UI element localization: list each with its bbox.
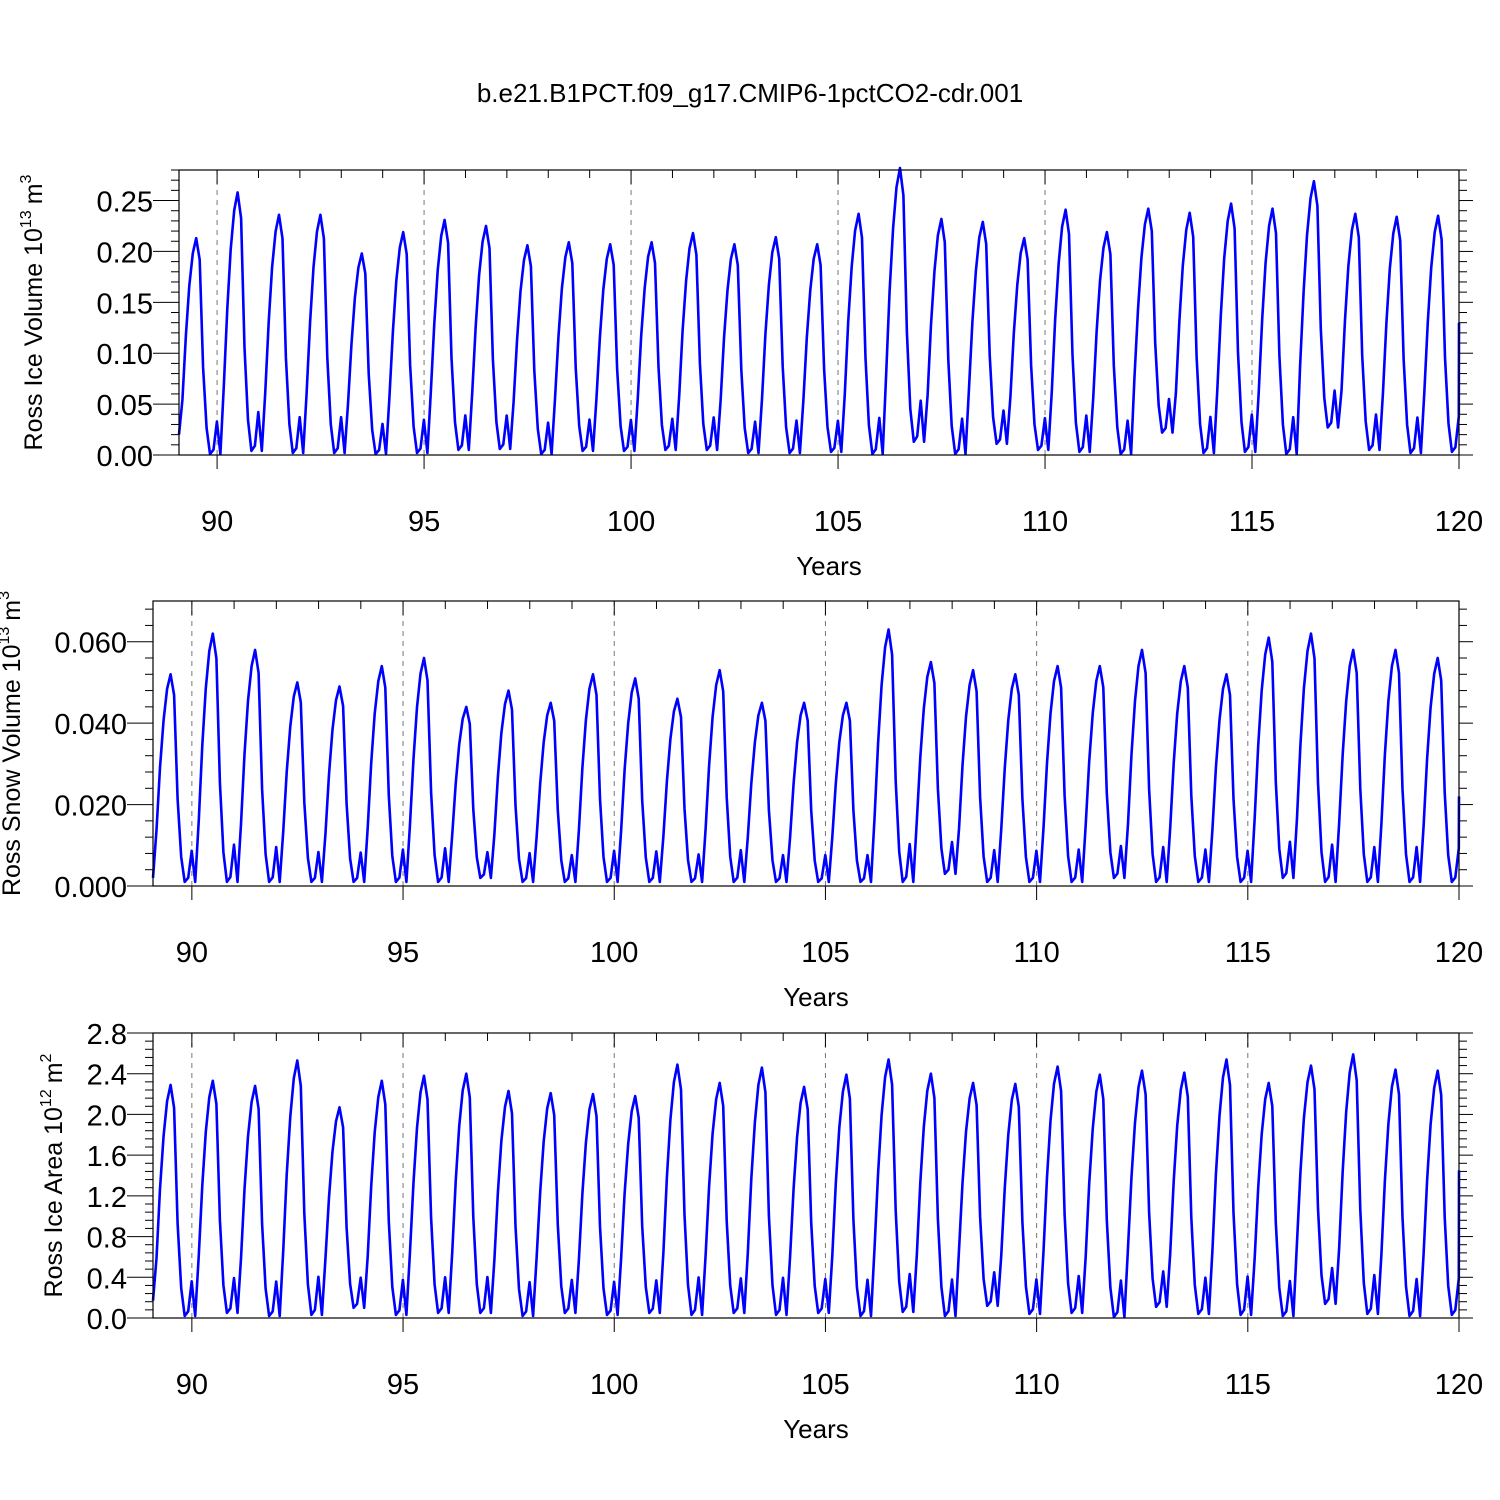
x-tick-label: 90 — [176, 1369, 208, 1401]
y-axis-label: Ross Ice Area 1012m2 — [38, 1053, 68, 1297]
x-axis-label: Years — [783, 1414, 849, 1444]
y-tick-label: 0.040 — [54, 709, 127, 741]
y-tick-label: 0.8 — [87, 1223, 127, 1255]
x-tick-label: 95 — [387, 1369, 419, 1401]
y-tick-label: 0.15 — [97, 288, 153, 320]
y-tick-label: 2.0 — [87, 1100, 127, 1132]
y-tick-label: 0.060 — [54, 628, 127, 660]
x-tick-label: 110 — [1014, 937, 1060, 969]
plot-frame — [152, 1032, 1460, 1319]
y-tick-label: 2.4 — [87, 1060, 127, 1092]
panel-snow-volume: 90 95 100 105 110 115 120 Years 0.000 0.020 0.040 0… — [0, 591, 1483, 1012]
x-tick-label: 100 — [607, 506, 655, 538]
x-tick-label: 115 — [1225, 1369, 1271, 1401]
y-axis-label: Ross Ice Volume 1013m3 — [18, 174, 48, 450]
y-tick-label: 0.00 — [97, 441, 153, 473]
x-tick-label: 115 — [1229, 506, 1275, 538]
y-tick-label: 2.8 — [87, 1019, 127, 1051]
series-line — [151, 1053, 1461, 1319]
x-tick-label: 110 — [1014, 1369, 1060, 1401]
x-axis-label: Years — [796, 551, 862, 581]
y-tick-label: 0.000 — [54, 872, 127, 904]
x-tick-label: 100 — [590, 1369, 638, 1401]
panel-ice-volume: 90 95 100 105 110 115 120 Years 0.00 0.05 0.10 0.15… — [18, 166, 1483, 581]
x-axis-label: Years — [783, 982, 849, 1012]
y-tick-label: 1.2 — [87, 1182, 127, 1214]
x-tick-label: 90 — [176, 937, 208, 969]
x-tick-label: 105 — [801, 937, 849, 969]
x-tick-label: 120 — [1435, 506, 1483, 538]
y-tick-label: 0.0 — [87, 1304, 127, 1336]
y-tick-label: 0.10 — [97, 339, 153, 371]
y-tick-label: 0.25 — [97, 187, 153, 219]
y-tick-label: 0.20 — [97, 237, 153, 269]
x-tick-label: 105 — [814, 506, 862, 538]
series-line — [151, 628, 1461, 884]
y-tick-label: 0.05 — [97, 390, 153, 422]
series-line — [177, 166, 1461, 456]
x-tick-label: 95 — [408, 506, 440, 538]
x-tick-label: 90 — [201, 506, 233, 538]
x-tick-label: 110 — [1022, 506, 1068, 538]
panel-ice-area: 90 95 100 105 110 115 120 Years 0.0 0.4 0.8 1.2 1.6 2… — [38, 1019, 1483, 1444]
y-tick-label: 0.4 — [87, 1263, 127, 1295]
plot-frame — [152, 600, 1460, 887]
y-tick-label: 1.6 — [87, 1141, 127, 1173]
x-tick-label: 120 — [1435, 937, 1483, 969]
y-tick-label: 0.020 — [54, 791, 127, 823]
x-tick-label: 115 — [1225, 937, 1271, 969]
x-tick-label: 100 — [590, 937, 638, 969]
chart-title: b.e21.B1PCT.f09_g17.CMIP6-1pctCO2-cdr.00… — [476, 78, 1024, 108]
x-tick-label: 95 — [387, 937, 419, 969]
x-tick-label: 105 — [801, 1369, 849, 1401]
x-tick-label: 120 — [1435, 1369, 1483, 1401]
y-axis-label: Ross Snow Volume 1013m3 — [0, 591, 26, 896]
